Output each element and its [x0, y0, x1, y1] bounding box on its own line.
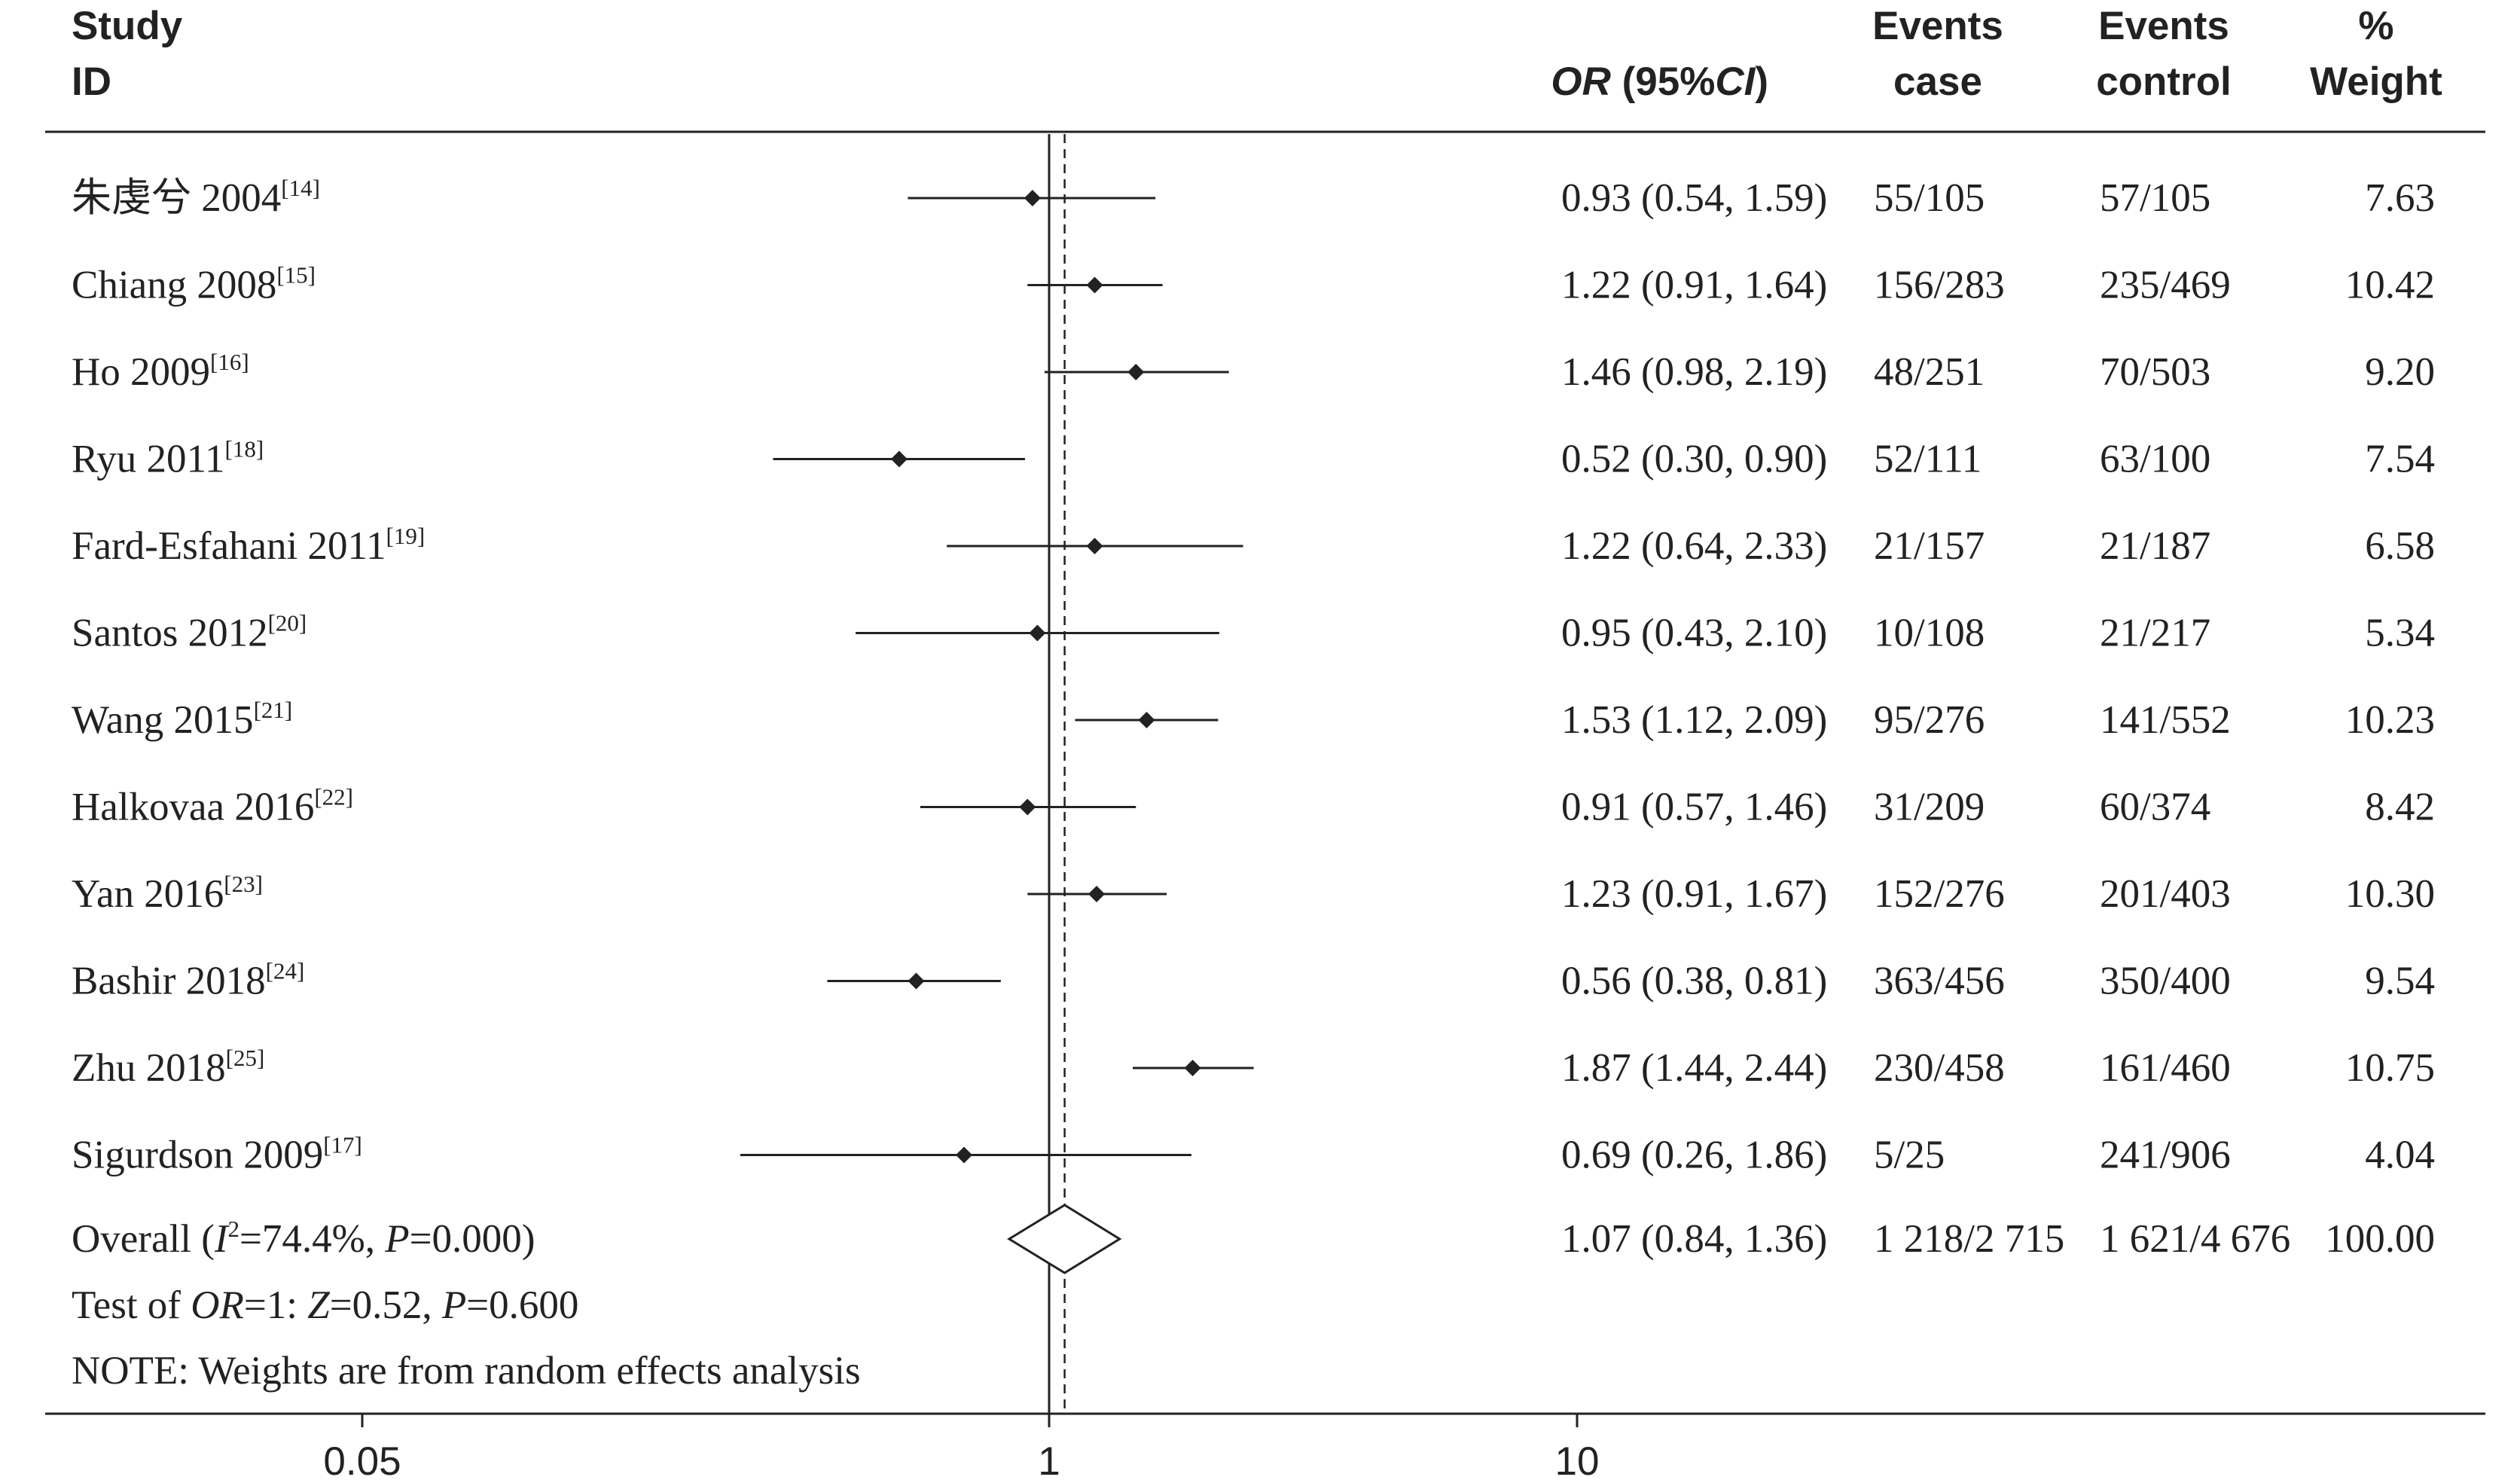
study-label: Chiang 2008[15] [72, 262, 316, 307]
study-label: 朱虔兮 2004[14] [72, 175, 320, 220]
study-weight: 5.34 [2365, 612, 2435, 655]
study-events-control: 63/100 [2100, 438, 2210, 481]
study-events-case: 55/105 [1874, 176, 1985, 220]
table-header: Study ID OR (95%CI) Events case Events c… [72, 4, 2442, 104]
study-events-case: 156/283 [1874, 264, 2005, 307]
header-events-control-line2: control [2096, 60, 2232, 104]
point-estimate [1029, 624, 1046, 642]
study-or-ci: 1.22 (0.64, 2.33) [1561, 524, 1827, 568]
study-events-case: 95/276 [1874, 698, 1985, 742]
study-weight: 10.75 [2345, 1046, 2435, 1090]
study-events-control: 241/906 [2100, 1134, 2231, 1177]
study-events-control: 161/460 [2100, 1046, 2231, 1090]
study-weight: 9.20 [2365, 350, 2435, 394]
study-events-case: 363/456 [1874, 960, 2005, 1003]
point-estimate [1138, 712, 1155, 728]
study-label: Santos 2012[20] [72, 610, 307, 655]
study-events-case: 21/157 [1874, 524, 1985, 568]
overall-weight: 100.00 [2325, 1217, 2435, 1261]
study-events-case: 48/251 [1874, 350, 1985, 394]
study-events-case: 10/108 [1874, 612, 1985, 655]
study-weight: 7.54 [2365, 438, 2435, 481]
study-weight: 9.54 [2365, 960, 2435, 1003]
study-events-case: 230/458 [1874, 1046, 2005, 1090]
study-or-ci: 1.23 (0.91, 1.67) [1561, 872, 1827, 916]
study-events-control: 21/187 [2100, 524, 2210, 568]
study-or-ci: 0.69 (0.26, 1.86) [1561, 1134, 1827, 1177]
study-or-ci: 1.22 (0.91, 1.64) [1561, 264, 1827, 307]
study-label: Ho 2009[16] [72, 349, 249, 394]
study-events-control: 141/552 [2100, 698, 2231, 742]
header-study: Study [72, 4, 183, 48]
point-estimate [890, 450, 908, 468]
overall-label: Overall (I2=74.4%, P=0.000) [72, 1216, 535, 1261]
study-events-control: 60/374 [2100, 786, 2210, 829]
study-weight: 7.63 [2365, 176, 2435, 220]
header-events-control-line1: Events [2098, 4, 2229, 48]
study-events-control: 70/503 [2100, 350, 2210, 394]
overall-events-case: 1 218/2 715 [1874, 1217, 2064, 1261]
point-estimate [1024, 190, 1041, 206]
point-estimate [908, 972, 925, 990]
study-events-control: 57/105 [2100, 176, 2210, 220]
header-events-case-line2: case [1893, 60, 1982, 104]
test-statistic: Test of OR=1: Z=0.52, P=0.600 [72, 1283, 578, 1327]
study-events-case: 31/209 [1874, 786, 1985, 829]
study-events-control: 350/400 [2100, 960, 2231, 1003]
study-events-control: 235/469 [2100, 264, 2231, 307]
x-tick-label: 10 [1555, 1439, 1600, 1483]
header-weight-line1: % [2358, 4, 2393, 48]
study-weight: 6.58 [2365, 524, 2435, 568]
header-events-case-line1: Events [1872, 4, 2003, 48]
row-texts: 朱虔兮 2004[14] 0.93 (0.54, 1.59) 55/105 57/10… [72, 175, 2435, 1177]
study-or-ci: 0.52 (0.30, 0.90) [1561, 438, 1827, 481]
study-or-ci: 0.56 (0.38, 0.81) [1561, 960, 1827, 1003]
study-label: Bashir 2018[24] [72, 958, 304, 1003]
study-label: Zhu 2018[25] [72, 1045, 264, 1090]
study-events-control: 21/217 [2100, 612, 2210, 655]
overall-events-control: 1 621/4 676 [2100, 1217, 2290, 1261]
point-estimate [1019, 798, 1036, 816]
axis-ticks: 0.05 1 10 [323, 1414, 1599, 1483]
study-events-control: 201/403 [2100, 872, 2231, 916]
point-estimate [1086, 538, 1103, 554]
point-estimate [1184, 1060, 1201, 1076]
point-estimate [1086, 276, 1103, 294]
plot-marks [740, 134, 1254, 1414]
study-label: Halkovaa 2016[22] [72, 784, 353, 829]
point-estimate [1127, 364, 1145, 380]
study-label: Wang 2015[21] [72, 697, 292, 742]
study-or-ci: 0.91 (0.57, 1.46) [1561, 786, 1827, 829]
x-tick-label: 1 [1038, 1439, 1060, 1483]
study-weight: 4.04 [2365, 1134, 2435, 1177]
study-weight: 10.42 [2345, 264, 2435, 307]
overall-diamond [1007, 1204, 1122, 1274]
study-events-case: 5/25 [1874, 1134, 1945, 1177]
study-label: Ryu 2011[18] [72, 436, 264, 481]
point-estimate [956, 1146, 973, 1164]
study-or-ci: 1.53 (1.12, 2.09) [1561, 698, 1827, 742]
study-events-case: 152/276 [1874, 872, 2005, 916]
study-weight: 8.42 [2365, 786, 2435, 829]
study-label: Fard-Esfahani 2011[19] [72, 523, 425, 568]
header-id: ID [72, 60, 111, 104]
study-or-ci: 1.87 (1.44, 2.44) [1561, 1046, 1827, 1090]
study-events-case: 52/111 [1874, 438, 1982, 481]
x-tick-label: 0.05 [323, 1439, 401, 1483]
study-or-ci: 1.46 (0.98, 2.19) [1561, 350, 1827, 394]
study-weight: 10.30 [2345, 872, 2435, 916]
study-or-ci: 0.93 (0.54, 1.59) [1561, 176, 1827, 220]
study-label: Sigurdson 2009[17] [72, 1132, 362, 1177]
header-or-ci: OR (95%CI) [1551, 60, 1768, 104]
study-weight: 10.23 [2345, 698, 2435, 742]
header-weight-line2: Weight [2310, 60, 2442, 104]
study-label: Yan 2016[23] [72, 871, 263, 916]
study-or-ci: 0.95 (0.43, 2.10) [1561, 612, 1827, 655]
point-estimate [1088, 886, 1106, 902]
weights-note: NOTE: Weights are from random effects an… [72, 1349, 861, 1393]
overall-or-ci: 1.07 (0.84, 1.36) [1561, 1217, 1827, 1261]
